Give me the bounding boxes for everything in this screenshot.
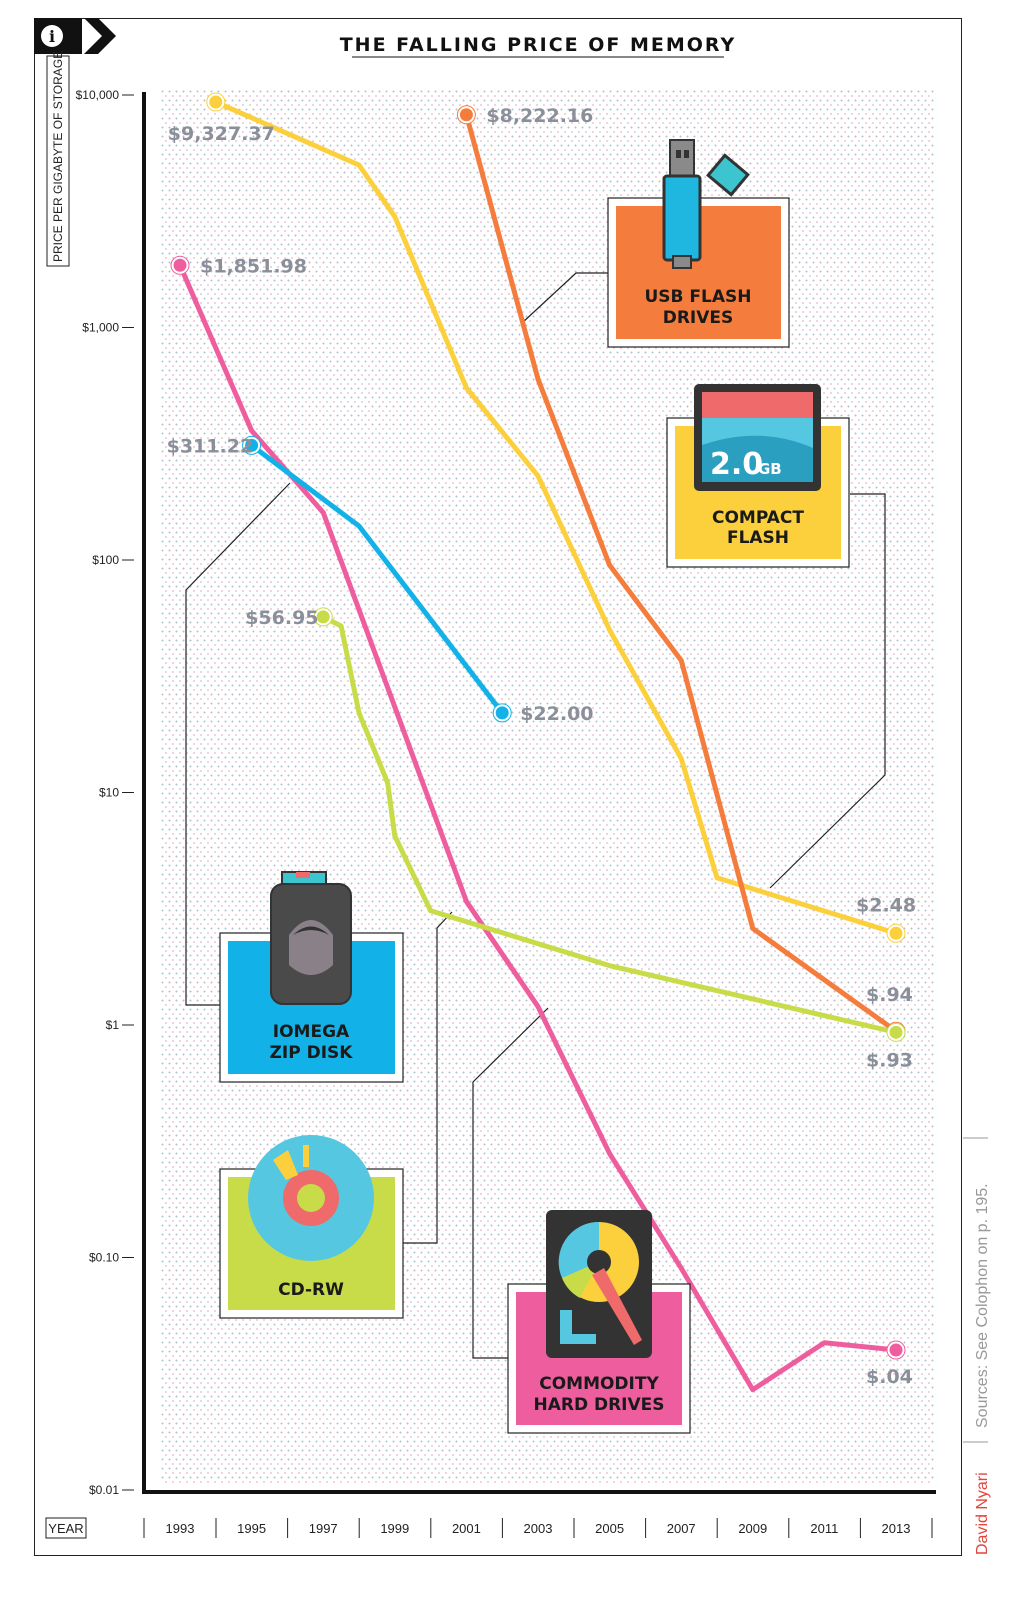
x-tick-label: 2001 [452, 1521, 481, 1536]
series-line-cf [213, 99, 899, 936]
cd-disc-icon [248, 1135, 374, 1261]
x-ticks: 1993 1995 1997 1999 2001 2003 2005 2007 2009 2011… [143, 1518, 933, 1538]
x-tick-label: 1995 [237, 1521, 266, 1536]
y-tick-label: $10 [99, 786, 119, 800]
y-tick-label: $1,000 [82, 321, 119, 335]
series-point-zip [245, 438, 259, 452]
series-layer [170, 92, 906, 1393]
series-point-hdd [889, 1343, 903, 1357]
iomega-zip-disk-box: IOMEGA ZIP DISK [219, 871, 404, 1083]
series-line-cdrw [320, 614, 899, 1035]
y-tick-label: $10,000 [76, 88, 120, 102]
usb-drive-icon [662, 139, 750, 269]
y-tick-label: $0.01 [89, 1483, 119, 1497]
cdrw-box-label: CD-RW [278, 1280, 344, 1300]
credits: Sources: See Colophon on p. 195. David N… [963, 1137, 991, 1555]
end-label-cf: $2.48 [856, 894, 916, 916]
start-label-cf: $9,327.37 [168, 123, 275, 145]
end-label-cdrw: $.93 [866, 1049, 913, 1071]
y-axis-label-box: PRICE PER GIGABYTE OF STORAGE [46, 51, 70, 267]
hard-drive-icon [546, 1210, 652, 1358]
series-line-zip [249, 442, 505, 716]
y-tick-label: $1 [106, 1018, 120, 1032]
start-label-cdrw: $56.95 [245, 607, 318, 629]
start-label-hdd: $1,851.98 [200, 255, 307, 277]
header: i THE FALLING PRICE OF MEMORY [34, 18, 737, 58]
y-tick-label: $100 [92, 553, 119, 567]
hdd-box-label-line1: COMMODITY [539, 1374, 659, 1394]
cf-box-label-line2: FLASH [727, 528, 789, 548]
card-capacity: 2.0 [710, 447, 763, 482]
series-point-cf [209, 95, 223, 109]
x-axis-label-box: YEAR [45, 1517, 87, 1539]
end-label-hdd: $.04 [866, 1366, 913, 1388]
x-tick-label: 2013 [882, 1521, 911, 1536]
zip-box-label-line2: ZIP DISK [270, 1043, 354, 1063]
series-point-zip [495, 706, 509, 720]
zip-box-label-line1: IOMEGA [273, 1022, 350, 1042]
data-labels: $9,327.37 $2.48 $8,222.16 $.94 $1,851.98 $.04… [167, 105, 917, 1388]
compact-flash-box: 2.0 GB COMPACT FLASH [666, 384, 850, 568]
author-credit: David Nyari [974, 1472, 991, 1555]
x-tick-label: 1993 [166, 1521, 195, 1536]
usb-flash-drives-box: USB FLASH DRIVES [607, 139, 790, 348]
compact-flash-card-icon: 2.0 GB [694, 384, 821, 491]
x-tick-label: 2011 [810, 1521, 838, 1536]
x-tick-label: 1997 [309, 1521, 338, 1536]
usb-box-label-line1: USB FLASH [645, 287, 752, 307]
arrow-tab-icon [84, 18, 116, 54]
svg-text:i: i [49, 27, 55, 46]
hdd-box-label-line2: HARD DRIVES [533, 1395, 664, 1415]
start-label-usb: $8,222.16 [486, 105, 593, 127]
end-label-usb: $.94 [866, 984, 913, 1006]
callout-connectors [185, 272, 886, 1359]
series-point-cdrw [316, 610, 330, 624]
end-label-zip: $22.00 [520, 703, 593, 725]
series-point-hdd [173, 258, 187, 272]
usb-box-label-line2: DRIVES [663, 308, 734, 328]
zip-disk-icon [270, 871, 352, 1005]
x-tick-label: 2009 [738, 1521, 767, 1536]
series-line-usb [463, 112, 899, 1034]
x-tick-label: 2007 [667, 1521, 696, 1536]
cf-box-label-line1: COMPACT [712, 508, 804, 528]
x-axis-label: YEAR [48, 1521, 83, 1536]
commodity-hard-drives-box: COMMODITY HARD DRIVES [507, 1210, 691, 1434]
x-tick-label: 2003 [524, 1521, 553, 1536]
x-tick-label: 1999 [380, 1521, 409, 1536]
y-tick-label: $0.10 [89, 1251, 119, 1265]
series-point-cdrw [889, 1025, 903, 1039]
card-unit: GB [758, 460, 782, 478]
y-axis-label: PRICE PER GIGABYTE OF STORAGE [51, 51, 65, 262]
start-label-zip: $311.22 [167, 435, 254, 457]
info-icon[interactable] [41, 25, 63, 47]
x-tick-label: 2005 [595, 1521, 624, 1536]
chart-title: THE FALLING PRICE OF MEMORY [340, 34, 737, 56]
sources-credit: Sources: See Colophon on p. 195. [974, 1183, 991, 1428]
series-point-usb [459, 108, 473, 122]
infographic-frame [34, 18, 962, 1556]
series-point-cf [889, 926, 903, 940]
cd-rw-box: CD-RW [219, 1135, 404, 1319]
y-ticks: $10,000 $1,000 $100 $10 $1 $0.10 $0.01 [76, 88, 134, 1497]
